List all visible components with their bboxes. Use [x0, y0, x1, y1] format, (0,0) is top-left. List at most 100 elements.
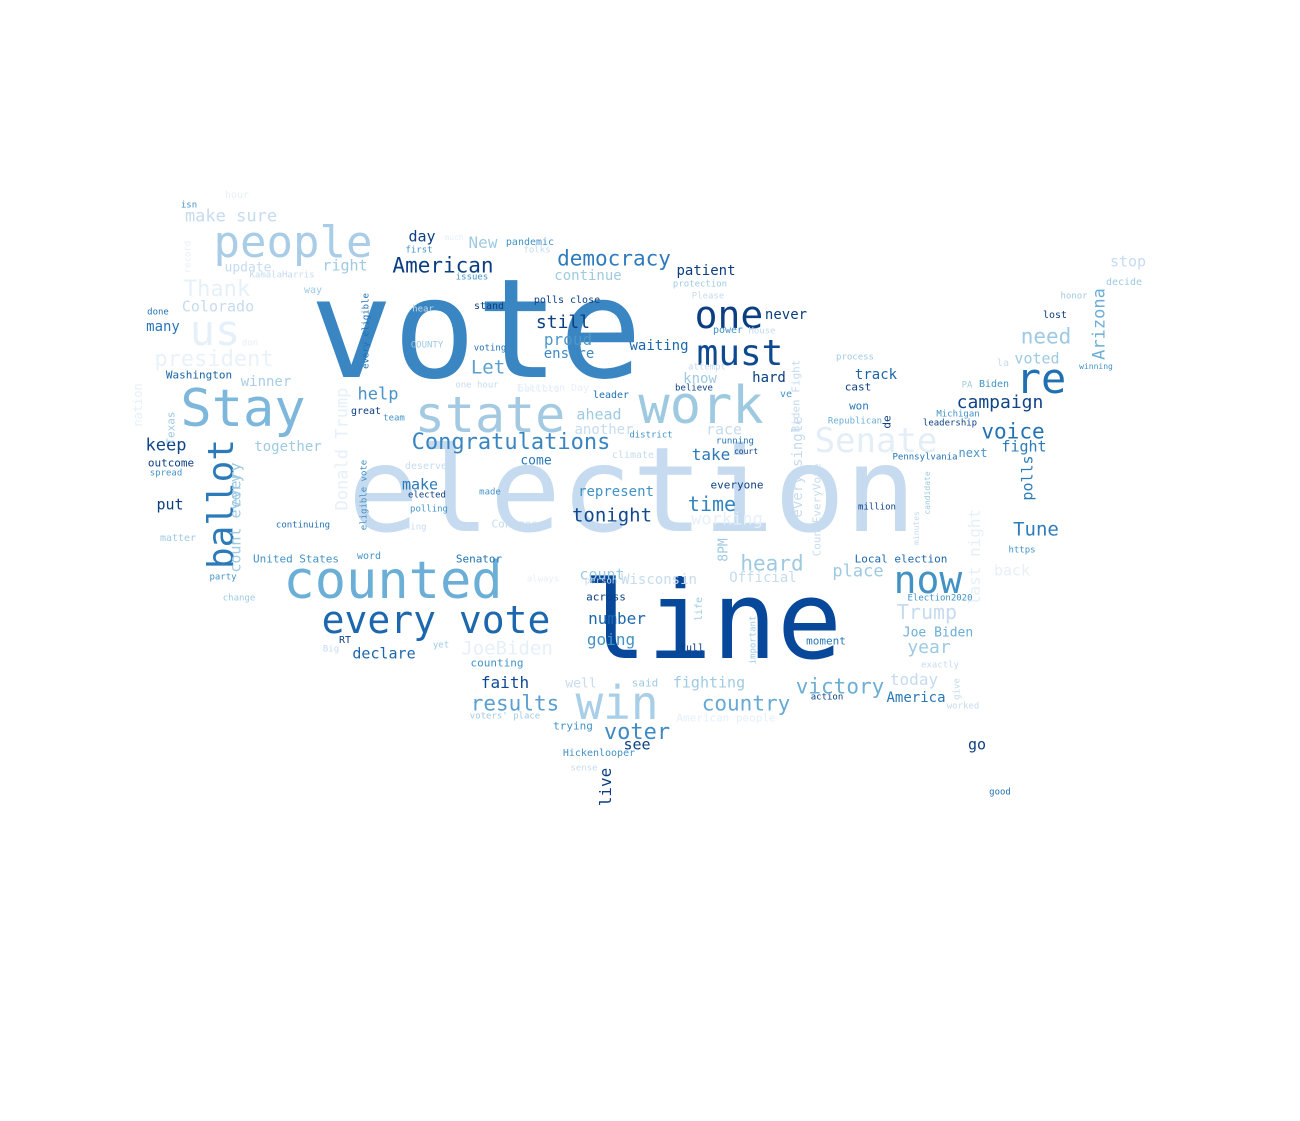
cloud-word: folks [523, 245, 551, 256]
cloud-word: record [183, 240, 194, 274]
cloud-word: election [347, 421, 917, 559]
cloud-word: hour [224, 190, 250, 201]
cloud-word: live [596, 767, 615, 807]
cloud-word: Biden Fight [789, 359, 803, 433]
cloud-word: Texas [164, 411, 178, 445]
cloud-word: Thank [183, 277, 251, 302]
cloud-word: worked [946, 701, 980, 712]
cloud-word: sense [570, 763, 598, 774]
cloud-word: one [694, 293, 764, 337]
cloud-word: Colorado [181, 297, 255, 316]
cloud-word: Washington [165, 368, 233, 382]
cloud-word: district [629, 430, 673, 441]
cloud-word: matter [159, 533, 197, 544]
cloud-word: together [254, 439, 322, 455]
cloud-word: great [350, 406, 382, 417]
cloud-word: make sure [184, 206, 278, 227]
cloud-word: put [156, 495, 184, 514]
cloud-word: going [586, 630, 636, 649]
cloud-word: heard [740, 551, 804, 576]
cloud-word: every eligible [361, 293, 372, 369]
cloud-word: yet [432, 640, 450, 651]
cloud-word: state [414, 386, 566, 444]
cloud-word: patient [676, 263, 736, 279]
cloud-word: victory [795, 674, 885, 699]
cloud-word: United States [252, 552, 340, 566]
cloud-word: one hour [455, 380, 499, 391]
cloud-word: Election Day [516, 383, 590, 394]
cloud-word: faith [480, 673, 530, 692]
cloud-word: team [383, 413, 405, 424]
cloud-word: vote [309, 249, 643, 410]
cloud-word: cast [844, 380, 872, 394]
cloud-word: number [588, 609, 646, 628]
cloud-word: today [889, 670, 939, 689]
cloud-word: Pennsylvania [892, 452, 958, 463]
cloud-word: many [146, 319, 180, 335]
cloud-word: race [705, 420, 743, 439]
cloud-word: results [470, 691, 560, 716]
cloud-word: Please [691, 291, 725, 302]
cloud-word: count [579, 565, 625, 584]
cloud-word: well [565, 676, 597, 692]
cloud-word: issues [455, 272, 489, 283]
cloud-word: million [858, 502, 896, 513]
cloud-word: made [479, 487, 501, 498]
cloud-word: American people [676, 711, 776, 725]
cloud-word: every vote [321, 598, 551, 642]
cloud-word: across [586, 590, 626, 604]
cloud-word: need [1020, 324, 1072, 349]
cloud-word: party [209, 572, 237, 583]
cloud-word: ensure [543, 346, 595, 362]
cloud-word: Michigan [936, 409, 980, 420]
cloud-word: back [993, 561, 1031, 580]
cloud-word: voting [473, 343, 507, 354]
cloud-word: PA [961, 380, 973, 391]
cloud-word: voter [603, 720, 671, 745]
cloud-word: make [401, 475, 439, 494]
cloud-word: much [444, 233, 464, 242]
cloud-word: time [687, 492, 737, 516]
cloud-word: KamalaHarris [249, 270, 315, 281]
cloud-word: way [303, 285, 323, 296]
cloud-word: hear [412, 304, 434, 315]
cloud-word: minutes [912, 511, 921, 545]
cloud-word: isn [180, 200, 198, 211]
cloud-word: see [623, 735, 651, 754]
cloud-word: counted [283, 551, 503, 611]
cloud-word: trying [553, 719, 593, 733]
cloud-word: polls [1018, 455, 1037, 501]
cloud-word: attempt [688, 362, 726, 373]
cloud-word: democracy [557, 246, 671, 271]
cloud-word: thing [399, 522, 427, 533]
cloud-word: Let [470, 356, 506, 379]
cloud-word: leader [592, 390, 630, 401]
cloud-word: come [520, 453, 552, 469]
cloud-word: spread [149, 468, 183, 479]
cloud-word: Republican [827, 416, 883, 427]
cloud-word: now [893, 558, 963, 602]
cloud-word: New [468, 233, 498, 252]
cloud-word: still [535, 312, 591, 333]
cloud-word: action [810, 692, 844, 703]
cloud-word: Election2020 [907, 593, 973, 604]
cloud-word: president [154, 347, 274, 372]
cloud-word: voters' place [469, 711, 541, 722]
cloud-word: help [357, 384, 399, 405]
cloud-word: tonight [571, 504, 653, 527]
cloud-word: outcome [147, 456, 195, 470]
cloud-word: waiting [629, 338, 689, 354]
cloud-word: Hickenlooper [562, 748, 636, 759]
cloud-word: everyone [710, 478, 764, 492]
cloud-word: proud [543, 330, 593, 349]
cloud-word: Stay [180, 379, 306, 439]
cloud-word: court [733, 447, 759, 456]
cloud-word: voice [981, 419, 1045, 444]
cloud-word: Local election [854, 552, 948, 566]
cloud-word: exactly [921, 660, 959, 671]
cloud-word: done [147, 307, 169, 318]
cloud-word: said [631, 676, 659, 690]
cloud-word: American [392, 253, 494, 278]
cloud-word: deserve [404, 461, 448, 472]
cloud-word: ahead [576, 405, 622, 424]
